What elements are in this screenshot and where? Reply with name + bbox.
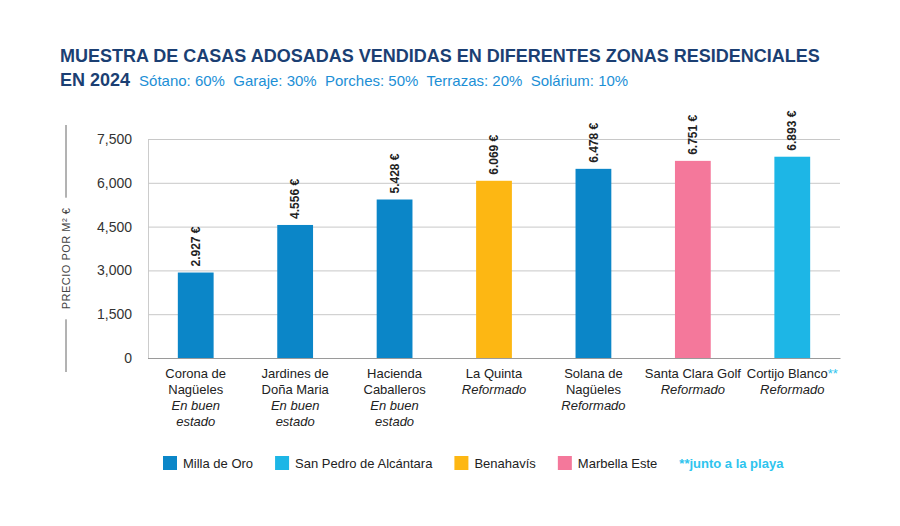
x-tick: La QuintaReformado <box>462 358 526 397</box>
legend-swatch <box>558 456 572 470</box>
x-tick-note-line: Reformado <box>561 398 625 413</box>
bar <box>774 157 810 358</box>
x-axis-line <box>149 358 841 359</box>
legend-label: San Pedro de Alcántara <box>295 456 433 471</box>
legend-swatch <box>454 456 468 470</box>
legend-note: **junto a la playa <box>679 456 784 471</box>
x-tick-label-line: Santa Clara Golf <box>645 366 741 381</box>
x-tick-note-line: estado <box>276 414 315 429</box>
x-tick-note-line: estado <box>375 414 414 429</box>
x-tick-note-line: Reformado <box>760 382 824 397</box>
y-axis-title-rule <box>66 125 67 198</box>
x-tick-label: Corona deNagüeles <box>165 366 226 397</box>
x-tick-label: Jardines deDoña Maria <box>262 366 330 397</box>
y-tick: 6,000 <box>97 175 840 191</box>
x-tick-note: En buenestado <box>370 398 418 429</box>
legend-swatch <box>163 456 177 470</box>
y-axis: 0 1,500 3,000 4,500 6,000 7,500 <box>97 131 840 366</box>
x-tick-note: Reformado <box>462 382 526 397</box>
legend: Milla de Oro San Pedro de Alcántara Benaha… <box>163 456 784 471</box>
legend-item: Marbella Este <box>558 456 657 471</box>
legend-label: Benahavís <box>474 456 536 471</box>
chart-svg: MUESTRA DE CASAS ADOSADAS VENDIDAS EN DI… <box>0 0 900 526</box>
legend-item: Benahavís <box>454 456 536 471</box>
chart-container: MUESTRA DE CASAS ADOSADAS VENDIDAS EN DI… <box>0 0 900 526</box>
x-tick-label: Cortijo Blanco** <box>747 366 838 381</box>
data-label: 6.478 € <box>587 122 601 162</box>
bar <box>277 225 313 358</box>
data-label: 6.069 € <box>487 134 501 174</box>
x-tick-label-line: Caballeros <box>363 382 426 397</box>
x-tick-label: HaciendaCaballeros <box>363 366 426 397</box>
x-tick-note: Reformado <box>561 398 625 413</box>
x-tick-note-line: Reformado <box>462 382 526 397</box>
x-tick: Santa Clara GolfReformado <box>645 358 741 397</box>
x-tick-label: Santa Clara Golf <box>645 366 741 381</box>
x-tick-note-line: En buen <box>370 398 418 413</box>
legend-label: Marbella Este <box>578 456 657 471</box>
data-label: 6.751 € <box>686 115 700 155</box>
y-tick-label: 4,500 <box>97 219 132 235</box>
title: MUESTRA DE CASAS ADOSADAS VENDIDAS EN DI… <box>60 46 820 90</box>
y-axis-title-rule <box>66 319 67 372</box>
x-tick: Solana deNagüelesReformado <box>561 358 625 413</box>
bar <box>377 200 413 358</box>
x-tick-note-line: Reformado <box>661 382 725 397</box>
legend-label: Milla de Oro <box>183 456 253 471</box>
x-tick-note: En buenestado <box>271 398 319 429</box>
y-tick-label: 3,000 <box>97 262 132 278</box>
x-tick-note-line: estado <box>176 414 215 429</box>
grid-line <box>148 358 840 359</box>
x-tick-note-line: En buen <box>172 398 220 413</box>
x-tick: Jardines deDoña MariaEn buenestado <box>262 358 330 429</box>
x-tick-note: Reformado <box>760 382 824 397</box>
data-label: 6.893 € <box>785 110 799 150</box>
x-tick-label-line: Solana de <box>564 366 623 381</box>
data-label: 5.428 € <box>388 153 402 193</box>
y-axis-line <box>148 140 149 359</box>
y-tick: 4,500 <box>97 219 840 235</box>
x-tick-label-line: Cortijo Blanco <box>747 366 828 381</box>
y-tick-label: 1,500 <box>97 306 132 322</box>
x-tick-label-line: Corona de <box>165 366 226 381</box>
bar <box>476 181 512 358</box>
y-tick: 7,500 <box>97 131 840 147</box>
bar <box>178 273 214 358</box>
x-tick-label-line: Nagüeles <box>566 382 621 397</box>
x-tick-label-line: La Quinta <box>466 366 523 381</box>
x-tick-label: Solana deNagüeles <box>564 366 623 397</box>
x-tick-label: La Quinta <box>466 366 523 381</box>
y-tick-label: 7,500 <box>97 131 132 147</box>
data-labels: 2.927 € 4.556 € 5.428 € 6.478 € 6.893 € 6.069… <box>189 110 800 266</box>
x-tick: Corona deNagüelesEn buenestado <box>165 358 226 429</box>
x-tick: Cortijo Blanco**Reformado <box>747 358 838 397</box>
x-tick-label-line: Nagüeles <box>168 382 223 397</box>
title-line: MUESTRA DE CASAS ADOSADAS VENDIDAS EN DI… <box>60 46 820 66</box>
legend-swatch <box>275 456 289 470</box>
x-tick-label-line: Doña Maria <box>262 382 330 397</box>
bar <box>576 169 612 358</box>
x-tick-label-line: Hacienda <box>367 366 423 381</box>
x-axis: Corona deNagüelesEn buenestadoJardines d… <box>149 358 841 429</box>
x-tick-note: Reformado <box>661 382 725 397</box>
data-label: 4.556 € <box>288 179 302 219</box>
y-axis-title: PRECIO POR M² € <box>60 208 72 310</box>
x-tick-label-line: Jardines de <box>262 366 329 381</box>
bars <box>178 157 810 358</box>
x-tick-note-line: En buen <box>271 398 319 413</box>
y-tick-label: 6,000 <box>97 175 132 191</box>
x-tick-label-mark: ** <box>828 366 838 381</box>
title-line: EN 2024 <box>60 70 130 90</box>
legend-item: San Pedro de Alcántara <box>275 456 433 471</box>
data-label: 2.927 € <box>189 226 203 266</box>
x-tick-note: En buenestado <box>172 398 220 429</box>
subtitle: Sótano: 60% Garaje: 30% Porches: 50% Ter… <box>139 72 628 89</box>
bar <box>675 161 711 358</box>
y-tick-label: 0 <box>124 350 132 366</box>
legend-item: Milla de Oro <box>163 456 253 471</box>
x-tick: HaciendaCaballerosEn buenestado <box>363 358 426 429</box>
